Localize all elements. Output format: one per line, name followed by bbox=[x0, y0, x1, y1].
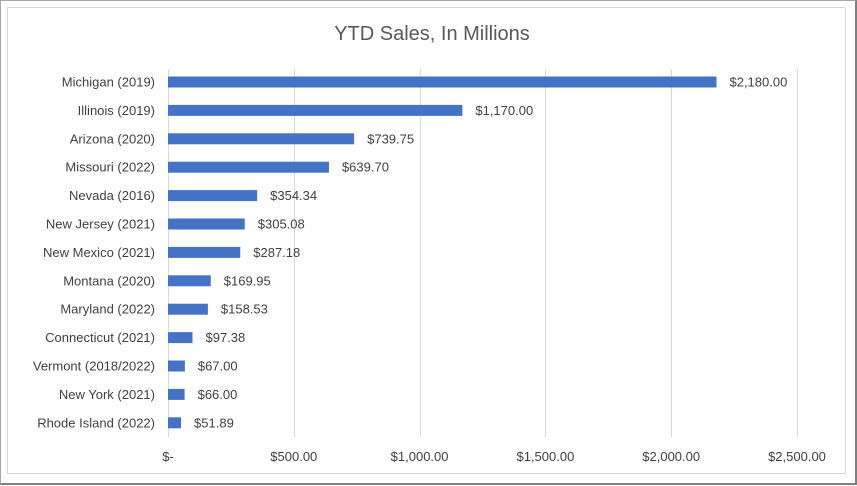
bar bbox=[168, 417, 182, 429]
data-label: $158.53 bbox=[221, 302, 268, 317]
category-label: Connecticut (2021) bbox=[45, 330, 155, 345]
data-label: $1,170.00 bbox=[475, 103, 533, 118]
bar bbox=[168, 246, 241, 258]
x-tick-label: $1,000.00 bbox=[391, 449, 449, 464]
category-label: New York (2021) bbox=[59, 387, 155, 402]
data-label: $51.89 bbox=[194, 415, 234, 430]
bar bbox=[168, 275, 211, 287]
bar bbox=[168, 303, 208, 315]
data-label: $305.08 bbox=[258, 217, 305, 232]
bar bbox=[168, 388, 185, 400]
x-tick-label: $2,500.00 bbox=[768, 449, 826, 464]
data-label: $66.00 bbox=[198, 387, 238, 402]
category-label: Rhode Island (2022) bbox=[37, 415, 155, 430]
x-tick-label: $- bbox=[162, 449, 174, 464]
bars bbox=[168, 76, 717, 429]
data-label: $2,180.00 bbox=[729, 75, 787, 90]
data-label: $739.75 bbox=[367, 131, 414, 146]
category-label: New Mexico (2021) bbox=[43, 245, 155, 260]
data-label: $97.38 bbox=[206, 330, 246, 345]
bar bbox=[168, 218, 245, 230]
bar bbox=[168, 133, 355, 145]
data-label: $287.18 bbox=[253, 245, 300, 260]
category-label: Maryland (2022) bbox=[60, 302, 155, 317]
chart-area bbox=[7, 7, 846, 474]
category-label: Illinois (2019) bbox=[78, 103, 155, 118]
bar bbox=[168, 104, 463, 116]
data-label: $67.00 bbox=[198, 359, 238, 374]
data-label: $354.34 bbox=[270, 188, 317, 203]
category-label: Vermont (2018/2022) bbox=[33, 359, 155, 374]
gridlines bbox=[168, 69, 798, 437]
bar bbox=[168, 161, 329, 173]
category-labels: Michigan (2019) Illinois (2019) Arizona (2… bbox=[33, 75, 155, 431]
x-tick-label: $2,000.00 bbox=[642, 449, 700, 464]
data-label: $169.95 bbox=[224, 273, 271, 288]
data-labels: $2,180.00 $1,170.00 $739.75 $639.70 $354.34 $… bbox=[194, 75, 787, 431]
bar bbox=[168, 190, 258, 202]
bar bbox=[168, 332, 193, 344]
bar bbox=[168, 76, 717, 88]
category-label: Missouri (2022) bbox=[65, 160, 155, 175]
category-label: Michigan (2019) bbox=[62, 75, 155, 90]
x-tick-label: $1,500.00 bbox=[516, 449, 574, 464]
x-axis-tick-labels: $- $500.00 $1,000.00 $1,500.00 $2,000.00 $2,5… bbox=[162, 449, 826, 464]
bar bbox=[168, 360, 185, 372]
category-label: Nevada (2016) bbox=[69, 188, 155, 203]
category-label: Arizona (2020) bbox=[70, 131, 155, 146]
category-label: New Jersey (2021) bbox=[46, 217, 155, 232]
x-tick-label: $500.00 bbox=[270, 449, 317, 464]
data-label: $639.70 bbox=[342, 160, 389, 175]
chart-title: YTD Sales, In Millions bbox=[334, 23, 530, 45]
category-label: Montana (2020) bbox=[63, 273, 155, 288]
